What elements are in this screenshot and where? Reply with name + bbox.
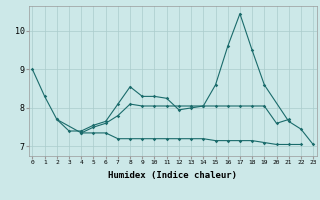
X-axis label: Humidex (Indice chaleur): Humidex (Indice chaleur) [108,171,237,180]
